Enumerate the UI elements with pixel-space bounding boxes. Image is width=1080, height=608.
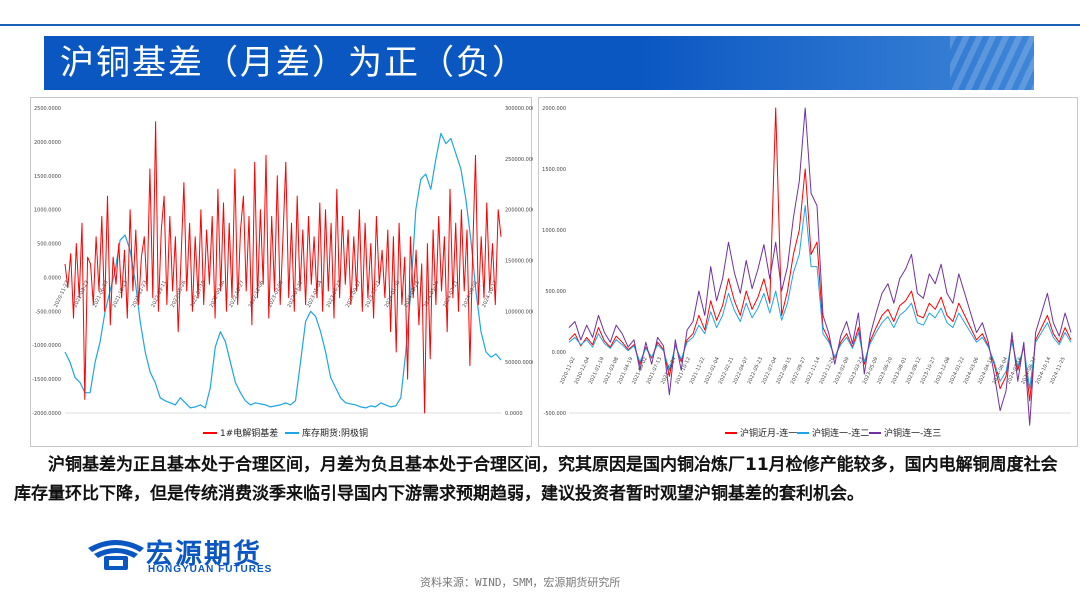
- left-x-tick: 2023-05-04: [306, 280, 324, 309]
- right-chart-y-tick: 1000.000: [542, 228, 566, 234]
- hongyuan-logo-icon: [88, 540, 144, 570]
- right-chart-x-tick: 2024-11-25: [1049, 356, 1067, 385]
- right-chart-y-tick: -500.000: [544, 411, 566, 417]
- legend-label-near-first: 沪铜近月-连一: [740, 427, 797, 439]
- left-x-tick: 2024-01-30: [384, 280, 402, 309]
- left-x-tick: 2023-09-07: [345, 280, 363, 309]
- left-x-tick: 2022-12-06: [248, 280, 266, 309]
- right-y-tick: 250000.0000: [505, 157, 533, 163]
- title-banner: [44, 36, 1034, 90]
- series-line-first-second: [568, 205, 1072, 390]
- left-x-tick: 2022-09-06: [209, 280, 227, 309]
- source-note: 资料来源：WIND，SMM，宏源期货研究所: [420, 576, 621, 589]
- legend-label-first-second: 沪铜连一-连二: [812, 427, 869, 439]
- right-chart-y-tick: 2000.000: [542, 106, 566, 112]
- banner-decoration: [950, 36, 1034, 90]
- series-line-inventory: [64, 132, 502, 409]
- left-y-tick: -1500.0000: [32, 377, 61, 383]
- logo-english: HONGYUAN FUTURES: [148, 564, 273, 575]
- legend-label-inventory: 库存期货:阴极铜: [302, 427, 368, 439]
- left-y-tick: 0.0000: [44, 275, 62, 281]
- top-rule: [0, 24, 1080, 26]
- left-y-tick: -2000.0000: [32, 411, 61, 417]
- right-y-tick: 100000.0000: [505, 309, 533, 315]
- left-y-tick: 1500.0000: [34, 174, 61, 180]
- month-spread-chart: 2000.000 1500.000 1000.000 500.000 0.000 -500…: [538, 97, 1078, 447]
- right-y-tick: 50000.0000: [505, 360, 533, 366]
- right-chart-y-tick: 1500.000: [542, 167, 566, 173]
- legend-label-basis: 1#电解铜基差: [220, 427, 278, 439]
- left-y-tick: 2000.0000: [34, 140, 61, 146]
- left-y-tick: -1000.0000: [32, 343, 61, 349]
- left-x-tick: 2024-07-11: [442, 280, 460, 309]
- left-x-tick: 2020-11-27: [53, 280, 71, 309]
- right-y-tick: 0.0000: [505, 411, 523, 417]
- analysis-text: 沪铜基差为正且基本处于合理区间，月差为负且基本处于合理区间，究其原因是国内铜冶炼…: [14, 455, 1058, 504]
- logo-name: 宏源期货: [146, 539, 262, 570]
- right-chart-y-tick: 0.000: [552, 350, 566, 356]
- basis-inventory-chart: 2500.0000 2000.0000 1500.0000 1000.0000 500.…: [30, 97, 533, 447]
- right-y-tick: 150000.0000: [505, 259, 533, 265]
- left-y-tick: 2500.0000: [34, 106, 61, 112]
- series-line-first-third: [568, 107, 1072, 426]
- left-y-tick: 1000.0000: [34, 208, 61, 214]
- month-spread-chart-svg: 2000.000 1500.000 1000.000 500.000 0.000 -500…: [542, 106, 1072, 439]
- left-y-tick: 500.0000: [37, 242, 61, 248]
- legend-label-first-third: 沪铜连一-连三: [884, 427, 941, 439]
- right-y-tick: 200000.0000: [505, 208, 533, 214]
- right-chart-y-tick: 500.000: [545, 289, 566, 295]
- basis-inventory-chart-svg: 2500.0000 2000.0000 1500.0000 1000.0000 500.…: [32, 106, 533, 439]
- series-line-basis: [64, 121, 502, 414]
- right-y-tick: 300000.0000: [505, 106, 533, 112]
- page-title: 沪铜基差（月差）为正（负）: [60, 43, 528, 83]
- left-y-tick: -500.0000: [35, 309, 61, 315]
